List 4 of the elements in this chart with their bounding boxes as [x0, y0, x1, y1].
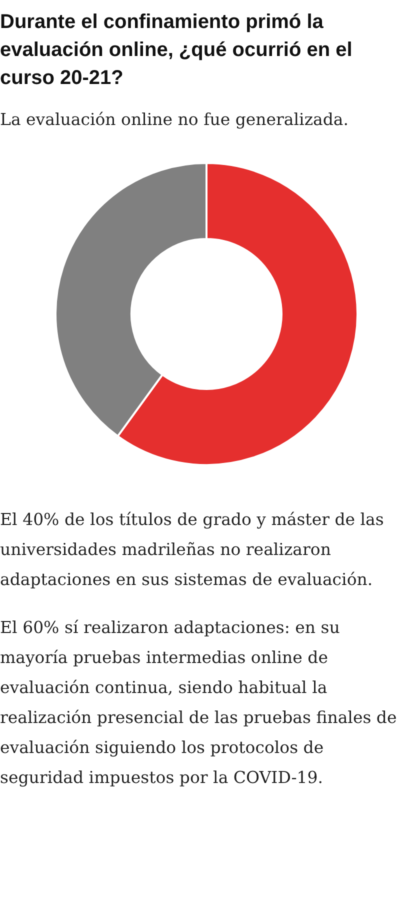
text: El 40% de los títulos de grado y máster de las universidades madrileñas no realizaron adaptaciones en sus sistemas de evaluación. — [0, 509, 385, 591]
text: El 60% sí realizaron adaptaciones: en su mayoría pruebas intermedias online de evaluación continua, siendo habitual la realización presencial de las pruebas finales de evaluación siguiendo los protocolos de seguridad impuestos por la COVID-19. — [0, 617, 398, 789]
chart-subtitle: La evaluación online no fue generalizada. — [0, 110, 350, 129]
chart-title: Durante el confinamiento primó la evaluación online, ¿qué ocurrió en el curso 20-21? — [0, 10, 354, 91]
